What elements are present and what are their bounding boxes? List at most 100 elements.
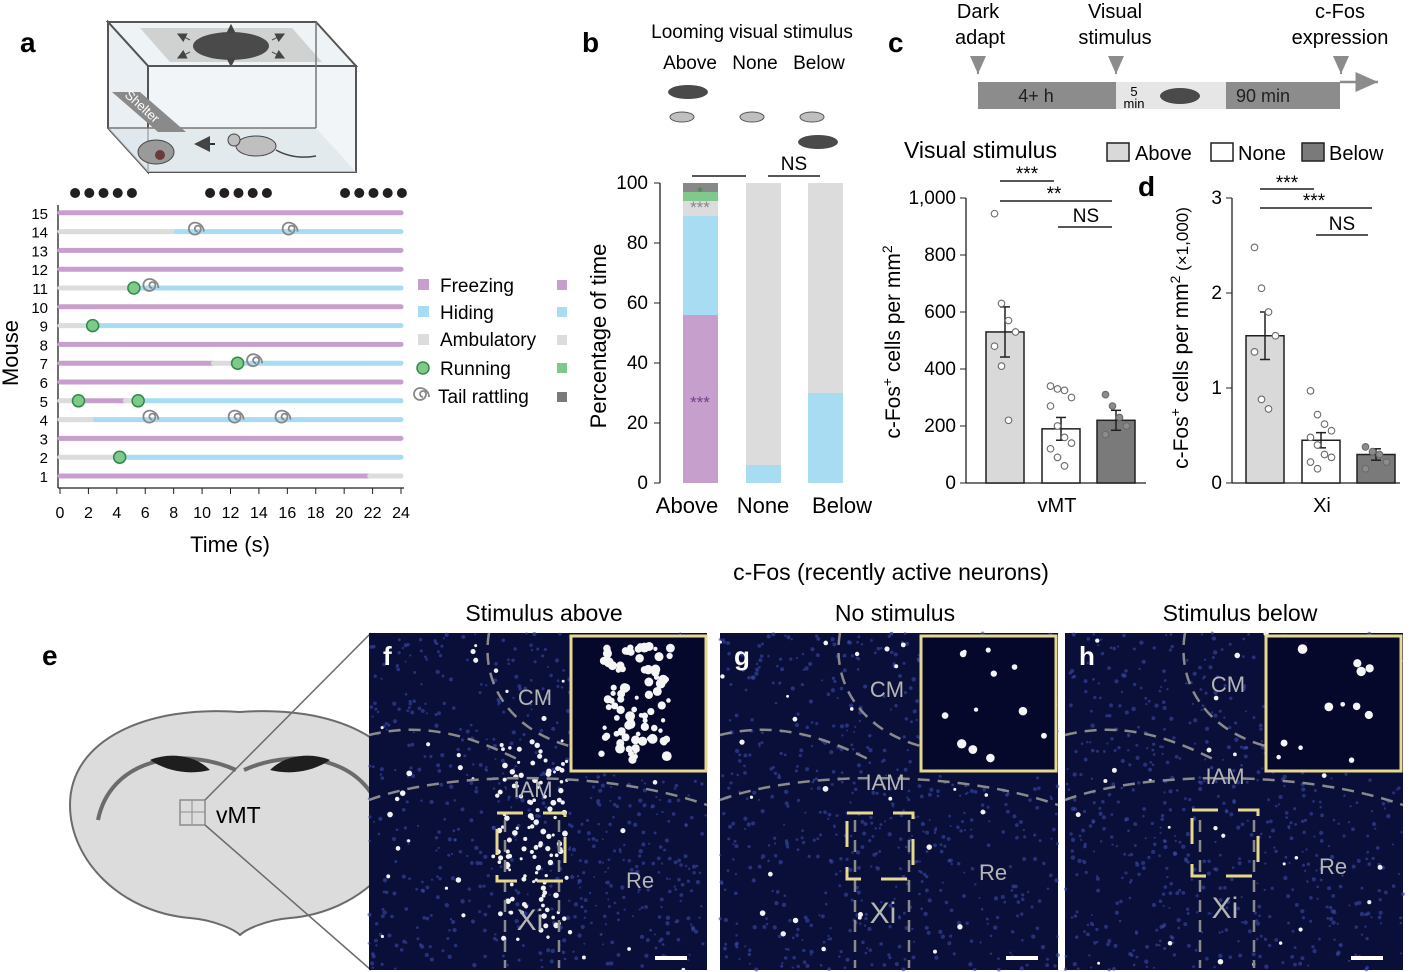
- dapi-nucleus: [1113, 748, 1117, 753]
- dapi-nucleus: [474, 789, 479, 794]
- dapi-nucleus: [1151, 849, 1156, 854]
- dapi-nucleus: [594, 904, 597, 907]
- dapi-nucleus: [1258, 914, 1261, 918]
- cfos-positive-cell: [533, 819, 539, 825]
- dapi-nucleus: [986, 843, 991, 848]
- dapi-nucleus: [1306, 880, 1309, 883]
- dapi-nucleus: [727, 837, 731, 841]
- dapi-nucleus: [1364, 967, 1369, 972]
- inset-cfos-cell: [986, 753, 995, 763]
- dapi-nucleus: [659, 897, 664, 902]
- dapi-nucleus: [700, 832, 704, 836]
- dapi-nucleus: [1020, 912, 1024, 916]
- dapi-nucleus: [1231, 866, 1235, 869]
- dapi-nucleus: [866, 745, 870, 750]
- cfos-positive-cell: [505, 862, 511, 868]
- inset-cfos-cell: [985, 647, 991, 653]
- dapi-nucleus: [980, 908, 984, 911]
- looming-disk-icon-above: [668, 85, 708, 99]
- dapi-nucleus: [1098, 806, 1102, 810]
- dapi-nucleus: [1068, 671, 1072, 675]
- dapi-nucleus: [774, 901, 779, 906]
- cfos-positive-cell: [546, 935, 550, 939]
- dapi-nucleus: [805, 725, 809, 730]
- cfos-positive-cell: [474, 644, 478, 648]
- dapi-nucleus: [1287, 921, 1290, 925]
- cfos-positive-cell: [504, 815, 510, 821]
- dapi-nucleus: [511, 658, 515, 663]
- dapi-nucleus: [964, 792, 968, 795]
- dapi-nucleus: [452, 928, 457, 933]
- dapi-nucleus: [506, 963, 510, 967]
- dapi-nucleus: [376, 710, 380, 714]
- dapi-nucleus: [442, 637, 446, 640]
- dapi-nucleus: [1268, 835, 1272, 839]
- dapi-nucleus: [1264, 851, 1267, 854]
- dapi-nucleus: [1070, 837, 1076, 842]
- dapi-nucleus: [379, 767, 384, 772]
- dapi-nucleus: [690, 815, 694, 820]
- dapi-nucleus: [1220, 648, 1224, 651]
- dapi-nucleus: [1120, 758, 1125, 764]
- dapi-nucleus: [1400, 831, 1403, 834]
- dapi-nucleus: [1161, 745, 1164, 749]
- cfos-positive-cell: [380, 726, 384, 730]
- dapi-nucleus: [918, 860, 922, 863]
- dapi-nucleus: [757, 864, 762, 869]
- dapi-nucleus: [894, 885, 898, 888]
- dapi-nucleus: [1210, 711, 1214, 714]
- dapi-nucleus: [1309, 919, 1313, 923]
- cfos-positive-cell: [759, 910, 766, 916]
- dapi-nucleus: [795, 838, 799, 841]
- dapi-nucleus: [1377, 888, 1381, 893]
- cfos-positive-cell: [1213, 825, 1218, 831]
- dapi-nucleus: [1265, 820, 1270, 824]
- cfos-positive-cell: [900, 642, 906, 648]
- legend-ambulatory-label: Ambulatory: [440, 330, 537, 351]
- tail-rattling-marker: [281, 221, 299, 236]
- dapi-nucleus: [732, 843, 735, 846]
- dapi-nucleus: [938, 774, 942, 778]
- dapi-nucleus: [1165, 760, 1170, 765]
- dapi-nucleus: [449, 784, 454, 789]
- x-tick-label: 8: [169, 505, 178, 522]
- mouse-tick-label: 14: [31, 225, 48, 242]
- cfos-positive-cell: [455, 877, 462, 883]
- panel-c-title: Visual stimulus: [904, 137, 1057, 163]
- dapi-nucleus: [396, 667, 401, 672]
- dapi-nucleus: [803, 915, 808, 920]
- dapi-nucleus: [838, 955, 841, 958]
- panel-b-ylabel: Percentage of time: [586, 244, 611, 429]
- dapi-nucleus: [912, 709, 917, 714]
- dapi-nucleus: [755, 662, 759, 666]
- dapi-nucleus: [1343, 794, 1346, 797]
- dapi-nucleus: [1031, 934, 1036, 939]
- cfos-positive-cell: [497, 911, 503, 917]
- dapi-nucleus: [599, 933, 603, 936]
- dapi-nucleus: [1178, 840, 1182, 844]
- dapi-nucleus: [888, 903, 893, 908]
- timeline-visual-label: Visual stimulus: [1078, 1, 1151, 49]
- dapi-nucleus: [738, 753, 742, 757]
- dapi-nucleus: [809, 923, 813, 928]
- dapi-nucleus: [872, 852, 877, 857]
- inset-cfos-cell: [666, 652, 673, 660]
- cfos-positive-cell: [1217, 958, 1224, 965]
- dapi-nucleus: [562, 938, 567, 943]
- dapi-nucleus: [1115, 844, 1119, 848]
- dapi-nucleus: [832, 724, 836, 728]
- dapi-nucleus: [1316, 897, 1319, 900]
- dapi-nucleus: [570, 853, 573, 856]
- dapi-nucleus: [1344, 772, 1348, 776]
- dapi-nucleus: [610, 940, 615, 945]
- dapi-nucleus: [882, 963, 887, 967]
- dapi-nucleus: [549, 673, 553, 678]
- cfos-positive-cell: [530, 760, 536, 766]
- dapi-nucleus: [1160, 817, 1164, 822]
- dapi-nucleus: [514, 794, 520, 800]
- dapi-nucleus: [1291, 888, 1295, 891]
- dapi-nucleus: [805, 767, 810, 772]
- dapi-nucleus: [830, 782, 834, 786]
- cfos-positive-cell: [933, 949, 937, 954]
- dapi-nucleus: [801, 938, 804, 941]
